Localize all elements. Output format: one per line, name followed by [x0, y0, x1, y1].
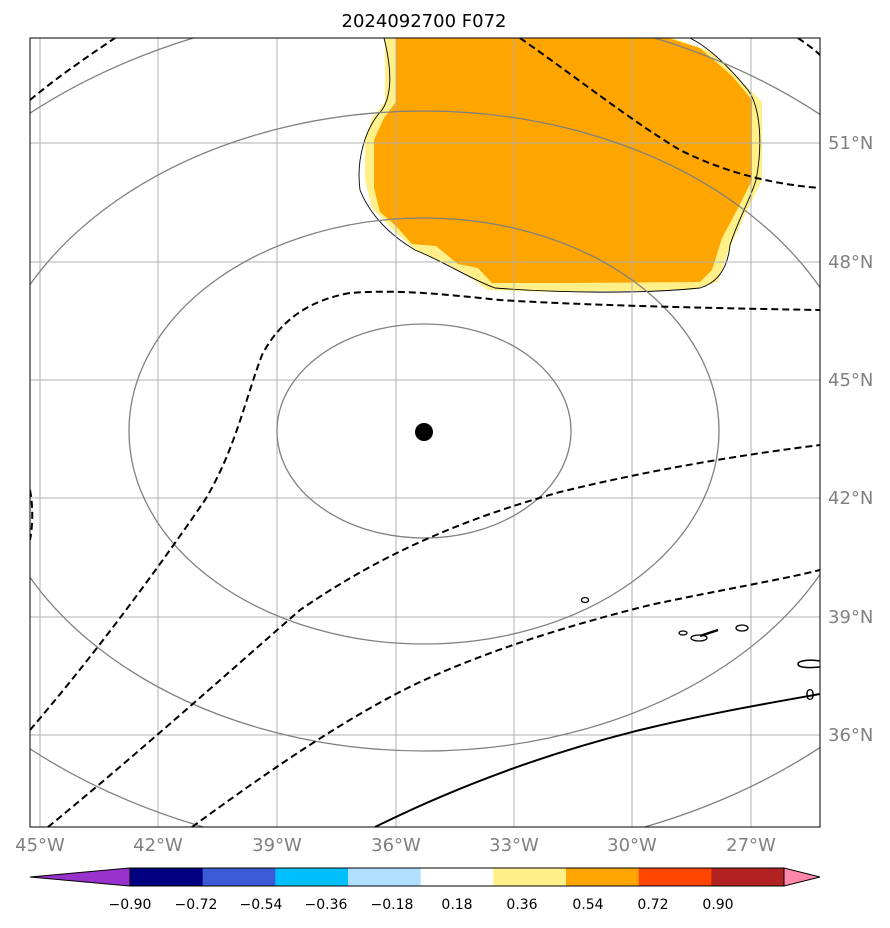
dashed-contour-left-edge: [30, 489, 34, 541]
small-contour-1: [580, 596, 590, 604]
range-ring-2: [128, 217, 720, 645]
colorbar-segment: [711, 868, 785, 886]
map-title: 2024092700 F072: [342, 11, 507, 32]
colorbar-tick-label: 0.18: [441, 897, 472, 913]
lon-label-30w: 30°W: [607, 835, 657, 856]
colorbar-segment: [566, 868, 640, 886]
colorbar-extend-low: [29, 867, 131, 887]
zero-contour-main: [374, 693, 820, 827]
map-frame: [29, 37, 821, 828]
colorbar-segment: [275, 868, 349, 886]
colorbar-tick-label: 0.72: [637, 897, 668, 913]
dashed-contour-top-left: [30, 38, 116, 101]
range-rings: [30, 38, 820, 827]
colorbar-tick-label: −0.36: [305, 897, 348, 913]
dashed-contour-corner: [797, 38, 820, 56]
lon-label-39w: 39°W: [252, 835, 302, 856]
colorbar-segment: [493, 868, 567, 886]
lat-label-42n: 42°N: [828, 488, 873, 509]
dashed-contour-top-right: [519, 38, 820, 189]
lon-label-42w: 42°W: [133, 835, 183, 856]
lon-label-27w: 27°W: [726, 835, 776, 856]
lat-label-45n: 45°N: [828, 370, 873, 391]
colorbar-segment: [202, 868, 276, 886]
latitude-labels: 51°N 48°N 45°N 42°N 39°N 36°N: [828, 133, 873, 746]
storm-center-marker: [415, 423, 433, 441]
dashed-contour-main: [30, 290, 820, 731]
dashed-contours: [30, 38, 820, 827]
zero-contour-label-1: 0: [805, 686, 815, 704]
colorbar-tick-label: −0.90: [109, 897, 152, 913]
colorbar: −0.90 −0.72 −0.54 −0.36 −0.18 0.18 0.36 …: [29, 867, 821, 913]
lat-label-48n: 48°N: [828, 252, 873, 273]
colorbar-segment: [130, 868, 204, 886]
lat-label-51n: 51°N: [828, 133, 873, 154]
lon-label-33w: 33°W: [489, 835, 539, 856]
shade-strong-area: [374, 38, 752, 283]
longitude-labels: 45°W 42°W 39°W 36°W 33°W 30°W 27°W: [15, 835, 776, 856]
colorbar-segments: [130, 868, 785, 886]
colorbar-tick-label: 0.54: [572, 897, 603, 913]
colorbar-segment: [638, 868, 712, 886]
shaded-field: [358, 38, 762, 293]
dashed-contour-mid: [47, 444, 820, 827]
colorbar-segment: [348, 868, 422, 886]
zero-field-outline: [358, 38, 761, 293]
lon-label-45w: 45°W: [15, 835, 65, 856]
colorbar-tick-label: −0.18: [371, 897, 414, 913]
small-contour-6: [797, 659, 820, 669]
lat-label-36n: 36°N: [828, 725, 873, 746]
map-panel: 0: [30, 38, 820, 827]
range-ring-3: [30, 110, 820, 752]
small-contour-2: [678, 630, 688, 636]
colorbar-tick-label: −0.54: [240, 897, 283, 913]
solid-contours: [374, 596, 820, 827]
colorbar-frame: [129, 867, 785, 887]
colorbar-extend-high: [783, 867, 821, 887]
dashed-contour-low: [191, 569, 820, 827]
grid-lines: [30, 38, 820, 827]
colorbar-segment: [420, 868, 494, 886]
small-contour-3: [690, 634, 708, 642]
colorbar-tick-label: 0.36: [506, 897, 537, 913]
lat-label-39n: 39°N: [828, 607, 873, 628]
lon-label-36w: 36°W: [371, 835, 421, 856]
range-ring-1: [276, 323, 572, 539]
colorbar-ticks: −0.90 −0.72 −0.54 −0.36 −0.18 0.18 0.36 …: [109, 897, 734, 913]
small-contour-4: [699, 628, 719, 638]
small-contour-5: [735, 624, 749, 632]
colorbar-tick-label: −0.72: [175, 897, 218, 913]
colorbar-tick-label: 0.90: [702, 897, 733, 913]
